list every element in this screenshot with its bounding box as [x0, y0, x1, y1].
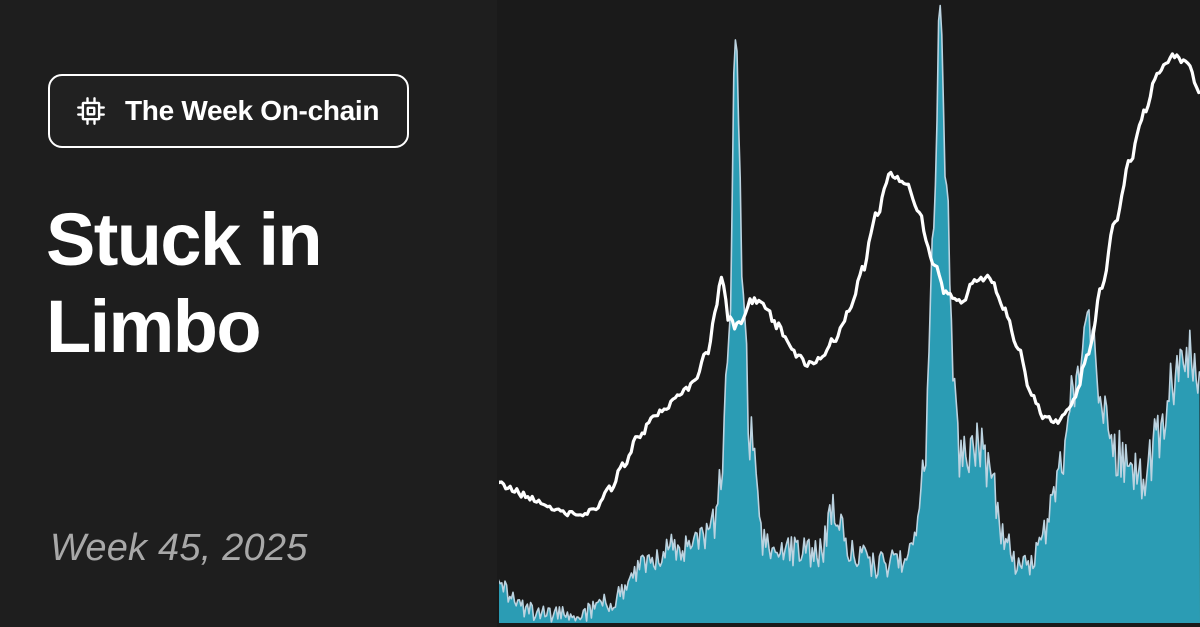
left-text-column: The Week On-chain Stuck in Limbo Week 45,…: [0, 0, 497, 627]
area-series-volume-total: [497, 5, 1200, 627]
cpu-chip-icon: [77, 97, 105, 125]
page-title-line-1: Stuck in: [46, 198, 323, 281]
chart-left-edge-rule: [497, 0, 499, 627]
page-title: Stuck in Limbo: [46, 196, 476, 371]
series-badge[interactable]: The Week On-chain: [48, 74, 410, 148]
chart-svg: [497, 0, 1200, 627]
chart-panel: glassnode: [497, 0, 1200, 627]
series-badge-label: The Week On-chain: [125, 95, 380, 126]
area-series-volume-total-outline: [497, 4, 1200, 623]
chart-bottom-edge-rule: [497, 623, 1200, 627]
issue-label: Week 45, 2025: [50, 527, 308, 569]
page-title-line-2: Limbo: [46, 285, 262, 369]
line-series-price: [497, 52, 1200, 518]
